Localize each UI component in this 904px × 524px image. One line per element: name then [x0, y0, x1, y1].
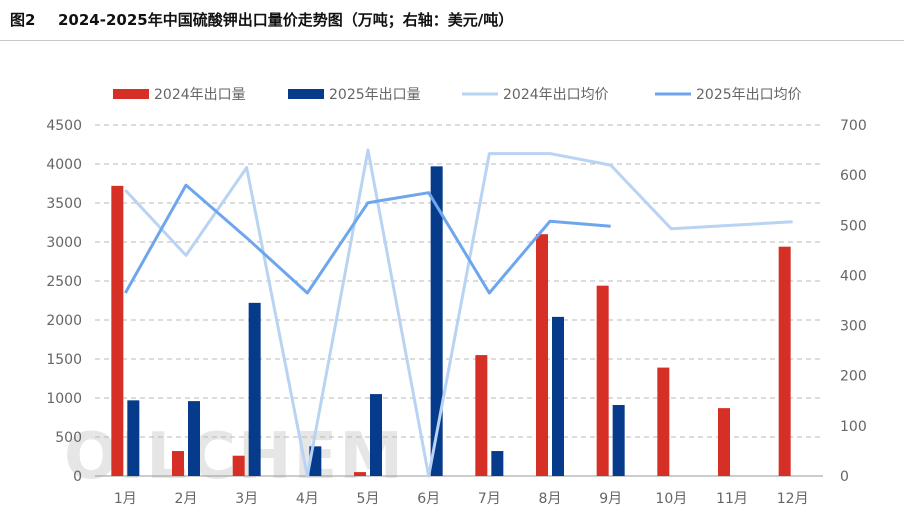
bar	[536, 234, 548, 476]
left-tick-label: 0	[73, 469, 82, 485]
bar	[430, 166, 443, 476]
left-tick-label: 500	[55, 430, 82, 446]
bar	[248, 302, 261, 476]
left-tick-label: 2500	[46, 274, 82, 290]
right-tick-label: 0	[840, 469, 849, 485]
x-tick-label: 11月	[716, 491, 748, 507]
legend-label: 2025年出口均价	[696, 87, 802, 103]
bar	[188, 401, 200, 476]
x-tick-label: 10月	[655, 491, 687, 507]
bar	[718, 408, 730, 476]
bar	[370, 394, 382, 476]
x-tick-label: 12月	[777, 491, 809, 507]
legend-label: 2025年出口量	[329, 87, 421, 103]
x-tick-label: 6月	[417, 491, 440, 507]
figure-number: 图2	[10, 11, 36, 29]
right-tick-label: 600	[840, 168, 867, 184]
bar	[612, 405, 625, 476]
x-tick-label: 5月	[357, 491, 380, 507]
legend-label: 2024年出口均价	[503, 87, 609, 103]
bar	[111, 185, 124, 476]
left-tick-label: 3000	[46, 235, 82, 251]
grid-lines	[95, 124, 823, 477]
x-tick-label: 7月	[478, 491, 501, 507]
right-tick-label: 300	[840, 319, 867, 335]
price-line	[124, 148, 793, 478]
left-tick-label: 2000	[46, 313, 82, 329]
price-lines	[124, 148, 793, 478]
left-tick-label: 1000	[46, 391, 82, 407]
x-tick-label: 1月	[114, 491, 137, 507]
left-tick-label: 4000	[46, 157, 82, 173]
title-bar: 图2 2024-2025年中国硫酸钾出口量价走势图（万吨；右轴：美元/吨）	[0, 0, 904, 41]
x-axis-labels: 1月 2月 3月 4月 5月 6月 7月 8月 9月 10月 11月 12月	[114, 491, 809, 507]
bar	[596, 285, 609, 476]
right-tick-label: 400	[840, 268, 867, 284]
right-tick-label: 200	[840, 369, 867, 385]
x-tick-label: 4月	[296, 491, 319, 507]
bar	[172, 451, 184, 476]
right-tick-label: 700	[840, 118, 867, 134]
left-axis-ticks: 0 500 1000 1500 2000 2500 3000 3500 4000 4500	[46, 118, 82, 485]
bar	[475, 355, 488, 476]
bar	[657, 367, 670, 476]
bar	[232, 455, 245, 476]
legend-swatch	[113, 89, 149, 99]
legend: 2024年出口量 2025年出口量 2024年出口均价 2025年出口均价	[113, 87, 802, 103]
bar	[354, 472, 366, 476]
x-tick-label: 9月	[599, 491, 622, 507]
chart-title: 2024-2025年中国硫酸钾出口量价走势图（万吨；右轴：美元/吨）	[58, 11, 514, 29]
x-tick-label: 8月	[539, 491, 562, 507]
bars	[111, 166, 791, 476]
x-tick-label: 2月	[175, 491, 198, 507]
bar	[778, 246, 791, 476]
left-tick-label: 4500	[46, 118, 82, 134]
bar	[127, 400, 140, 476]
price-line	[124, 183, 611, 295]
legend-swatch	[288, 89, 324, 99]
left-tick-label: 1500	[46, 352, 82, 368]
right-axis-ticks: 0 100 200 300 400 500 600 700	[840, 118, 867, 485]
right-tick-label: 500	[840, 218, 867, 234]
legend-label: 2024年出口量	[154, 87, 246, 103]
right-tick-label: 100	[840, 419, 867, 435]
left-tick-label: 3500	[46, 196, 82, 212]
x-tick-label: 3月	[235, 491, 258, 507]
bar	[552, 316, 564, 476]
bar	[491, 451, 504, 476]
